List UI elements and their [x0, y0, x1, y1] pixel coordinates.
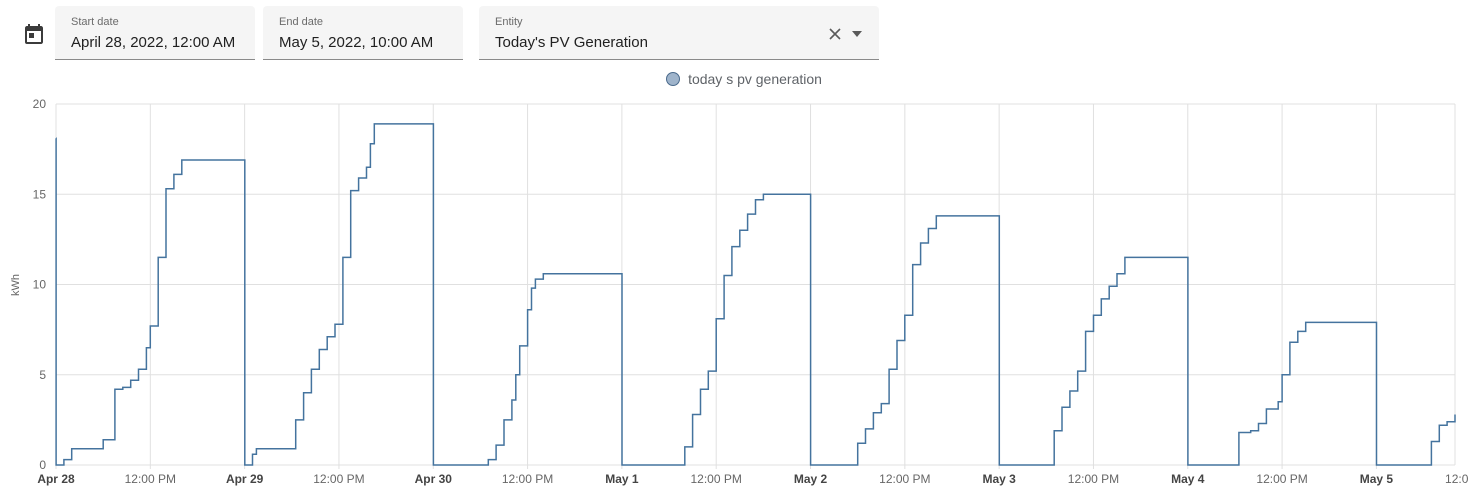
y-axis-ticks: 0 5 10 15 20	[33, 97, 47, 472]
entity-label: Entity	[495, 16, 523, 28]
x-axis-ticks: Apr 28 12:00 PM Apr 29 12:00 PM Apr 30 12:00 …	[37, 472, 1468, 486]
y-tick-label: 10	[33, 278, 47, 292]
x-tick-label: 12:00 PM	[1445, 472, 1468, 486]
start-date-field[interactable]: Start date April 28, 2022, 12:00 AM	[55, 6, 255, 60]
y-tick-label: 0	[39, 458, 46, 472]
x-tick-label: 12:00 PM	[1256, 472, 1307, 486]
chart-grid	[55, 103, 1456, 469]
caret-down-icon[interactable]	[851, 30, 863, 38]
legend-item[interactable]: today s pv generation	[666, 71, 822, 87]
x-tick-label: Apr 30	[415, 472, 453, 486]
y-tick-label: 15	[33, 187, 47, 201]
y-tick-label: 5	[39, 368, 46, 382]
start-date-value: April 28, 2022, 12:00 AM	[71, 34, 236, 51]
entity-value: Today's PV Generation	[495, 34, 648, 51]
chart-legend: today s pv generation	[0, 71, 1468, 89]
x-tick-label: Apr 29	[226, 472, 264, 486]
x-tick-label: May 4	[1171, 472, 1205, 486]
calendar-icon	[25, 24, 43, 44]
x-tick-label: 12:00 PM	[691, 472, 742, 486]
x-tick-label: 12:00 PM	[125, 472, 176, 486]
x-tick-label: Apr 28	[37, 472, 75, 486]
x-tick-label: May 5	[1360, 472, 1394, 486]
x-tick-label: May 2	[794, 472, 828, 486]
x-tick-label: May 3	[982, 472, 1016, 486]
x-tick-label: 12:00 PM	[1068, 472, 1119, 486]
entity-picker[interactable]: Entity Today's PV Generation	[479, 6, 879, 60]
close-icon[interactable]	[827, 26, 843, 42]
end-date-label: End date	[279, 16, 324, 28]
x-tick-label: 12:00 PM	[313, 472, 364, 486]
legend-label: today s pv generation	[688, 71, 822, 87]
x-tick-label: 12:00 PM	[502, 472, 553, 486]
x-tick-label: May 1	[605, 472, 639, 486]
start-date-label: Start date	[71, 16, 119, 28]
series-line	[55, 123, 1456, 466]
end-date-field[interactable]: End date May 5, 2022, 10:00 AM	[263, 6, 463, 60]
end-date-value: May 5, 2022, 10:00 AM	[279, 34, 434, 51]
y-axis-label: kWh	[10, 274, 22, 296]
y-tick-label: 20	[33, 97, 47, 111]
legend-swatch	[666, 72, 681, 86]
x-tick-label: 12:00 PM	[879, 472, 930, 486]
